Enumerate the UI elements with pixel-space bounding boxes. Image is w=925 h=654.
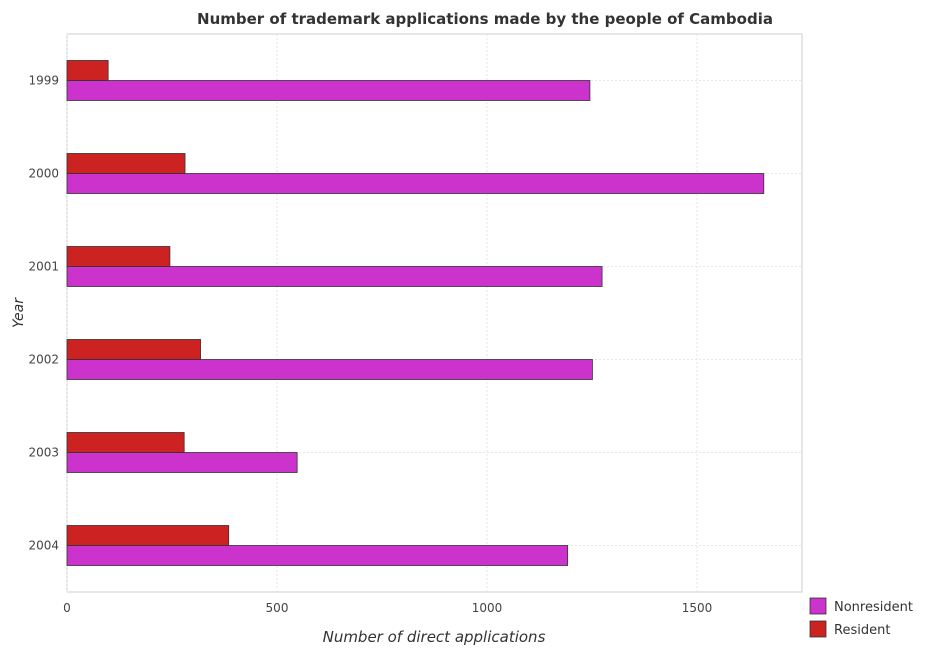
chart-title: Number of trademark applications made by… bbox=[197, 10, 773, 28]
y-tick-label: 2001 bbox=[28, 260, 59, 274]
y-tick-label: 2000 bbox=[28, 167, 59, 181]
bar-nonresident-2004 bbox=[66, 545, 569, 566]
plot-area bbox=[66, 33, 803, 593]
bars bbox=[66, 60, 765, 566]
y-tick-label: 2003 bbox=[28, 446, 59, 460]
bar-nonresident-2003 bbox=[66, 452, 298, 473]
x-tick-label: 1500 bbox=[682, 601, 713, 615]
y-tick-label: 2004 bbox=[28, 539, 59, 553]
y-tick-label: 1999 bbox=[28, 74, 59, 88]
bar-nonresident-1999 bbox=[66, 80, 591, 101]
x-tick-label: 1000 bbox=[472, 601, 503, 615]
bar-nonresident-2000 bbox=[66, 173, 765, 194]
y-tick-labels: 1999 2000 2001 2002 2003 2004 bbox=[28, 74, 59, 553]
bar-nonresident-2002 bbox=[66, 359, 593, 380]
legend-swatch-nonresident bbox=[809, 597, 827, 615]
bar-resident-1999 bbox=[66, 60, 109, 81]
y-tick-label: 2002 bbox=[28, 353, 59, 367]
bar-resident-2002 bbox=[66, 339, 201, 360]
legend-swatch-resident bbox=[809, 620, 827, 638]
legend-label-resident: Resident bbox=[834, 623, 890, 638]
y-axis-label: Year bbox=[11, 297, 27, 328]
legend-label-nonresident: Nonresident bbox=[834, 600, 913, 615]
x-axis-label: Number of direct applications bbox=[323, 628, 546, 646]
bar-resident-2004 bbox=[66, 525, 230, 546]
bar-resident-2000 bbox=[66, 153, 186, 174]
x-tick-label: 0 bbox=[63, 601, 71, 615]
x-tick-labels: 0 500 1000 1500 bbox=[63, 601, 712, 615]
legend: Nonresident Resident bbox=[809, 597, 913, 638]
bar-nonresident-2001 bbox=[66, 266, 603, 287]
bar-resident-2003 bbox=[66, 432, 185, 453]
x-tick-label: 500 bbox=[266, 601, 289, 615]
bar-resident-2001 bbox=[66, 246, 171, 267]
